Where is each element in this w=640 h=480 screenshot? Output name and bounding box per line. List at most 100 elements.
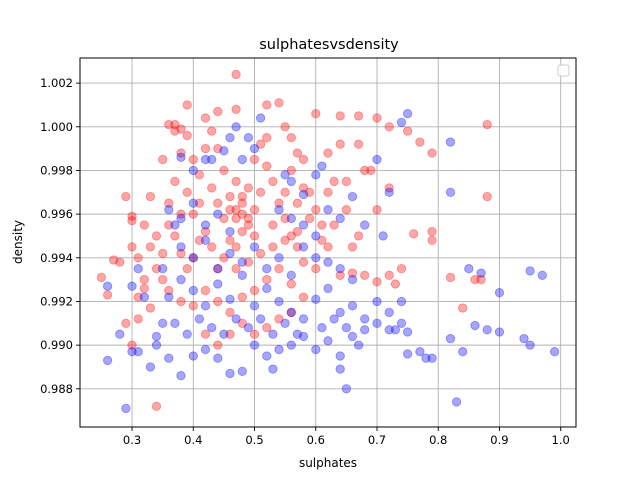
data-point xyxy=(231,205,241,215)
chart-title: sulphatesvsdensity xyxy=(259,37,399,53)
data-point xyxy=(249,205,260,215)
y-axis-label: density xyxy=(11,220,25,264)
data-point xyxy=(298,331,309,342)
data-point xyxy=(292,242,303,252)
data-point xyxy=(225,294,235,304)
data-point xyxy=(219,329,229,339)
data-point xyxy=(280,170,290,180)
data-point xyxy=(139,220,149,230)
data-point xyxy=(237,191,247,202)
data-point xyxy=(427,226,437,237)
data-point xyxy=(121,191,131,202)
data-point xyxy=(237,198,247,208)
data-point xyxy=(341,176,352,187)
data-point xyxy=(353,340,364,350)
data-point xyxy=(249,340,260,350)
data-point xyxy=(262,264,272,274)
data-point xyxy=(102,281,113,291)
x-axis-ticks: 0.3 0.4 0.5 0.6 0.7 0.8 0.9 1.0 xyxy=(123,427,570,447)
data-point xyxy=(415,347,425,357)
data-point xyxy=(200,220,211,230)
data-point xyxy=(311,109,321,119)
data-point xyxy=(225,329,235,339)
data-point xyxy=(176,148,186,158)
data-point xyxy=(311,205,321,215)
data-point xyxy=(170,176,180,187)
data-point xyxy=(207,126,217,136)
data-point xyxy=(109,255,119,265)
data-point xyxy=(421,353,431,363)
data-point xyxy=(255,248,266,259)
data-point xyxy=(176,248,186,259)
data-point xyxy=(329,176,339,187)
data-point xyxy=(213,143,223,154)
x-tick-label: 0.4 xyxy=(184,433,202,447)
data-point xyxy=(353,231,364,241)
data-point xyxy=(445,272,456,283)
data-point xyxy=(182,100,192,110)
data-point xyxy=(207,183,217,193)
data-point xyxy=(231,104,241,114)
grid xyxy=(80,58,576,427)
data-point xyxy=(133,314,143,324)
data-point xyxy=(525,340,535,350)
data-point xyxy=(237,226,247,237)
data-point xyxy=(200,113,211,123)
data-point xyxy=(451,397,462,407)
data-point xyxy=(121,403,131,414)
data-point xyxy=(243,257,254,267)
data-point xyxy=(225,307,235,318)
data-point xyxy=(255,139,266,149)
data-point xyxy=(102,290,113,300)
data-point xyxy=(317,161,327,171)
data-point xyxy=(311,264,321,274)
data-point xyxy=(274,198,284,208)
data-point xyxy=(427,235,437,245)
plot-frame xyxy=(79,57,577,428)
data-point xyxy=(200,235,211,245)
data-point xyxy=(139,292,149,302)
data-point xyxy=(145,303,156,313)
data-point xyxy=(188,154,198,165)
data-point xyxy=(402,349,413,359)
data-point xyxy=(470,274,480,285)
data-point xyxy=(170,318,180,328)
data-point xyxy=(213,264,223,274)
data-point xyxy=(286,133,296,143)
data-point xyxy=(335,213,345,224)
data-point xyxy=(341,384,352,394)
data-point xyxy=(249,231,260,241)
data-point xyxy=(347,268,358,278)
data-point xyxy=(237,292,247,302)
data-point xyxy=(188,253,198,263)
data-point xyxy=(286,340,296,350)
data-point xyxy=(96,272,107,283)
data-point xyxy=(164,119,174,130)
data-point xyxy=(280,187,290,197)
data-point xyxy=(317,220,327,230)
data-point xyxy=(176,124,186,134)
data-point xyxy=(304,213,315,224)
data-point xyxy=(384,307,394,318)
data-point xyxy=(335,139,345,149)
data-point xyxy=(335,264,345,274)
data-point xyxy=(384,183,394,193)
data-point xyxy=(360,325,370,335)
data-point xyxy=(372,113,382,123)
data-point xyxy=(213,296,223,307)
x-tick-label: 0.7 xyxy=(368,433,386,447)
data-point xyxy=(494,288,505,298)
data-point xyxy=(151,401,162,411)
data-point xyxy=(176,242,186,252)
data-point xyxy=(464,264,474,274)
data-point xyxy=(145,362,156,372)
data-point xyxy=(213,209,223,219)
data-point xyxy=(384,122,394,132)
data-point xyxy=(151,340,162,350)
data-point xyxy=(194,198,205,208)
data-point xyxy=(237,154,247,165)
data-point xyxy=(286,165,296,176)
data-point xyxy=(329,314,339,324)
data-point xyxy=(360,270,370,280)
